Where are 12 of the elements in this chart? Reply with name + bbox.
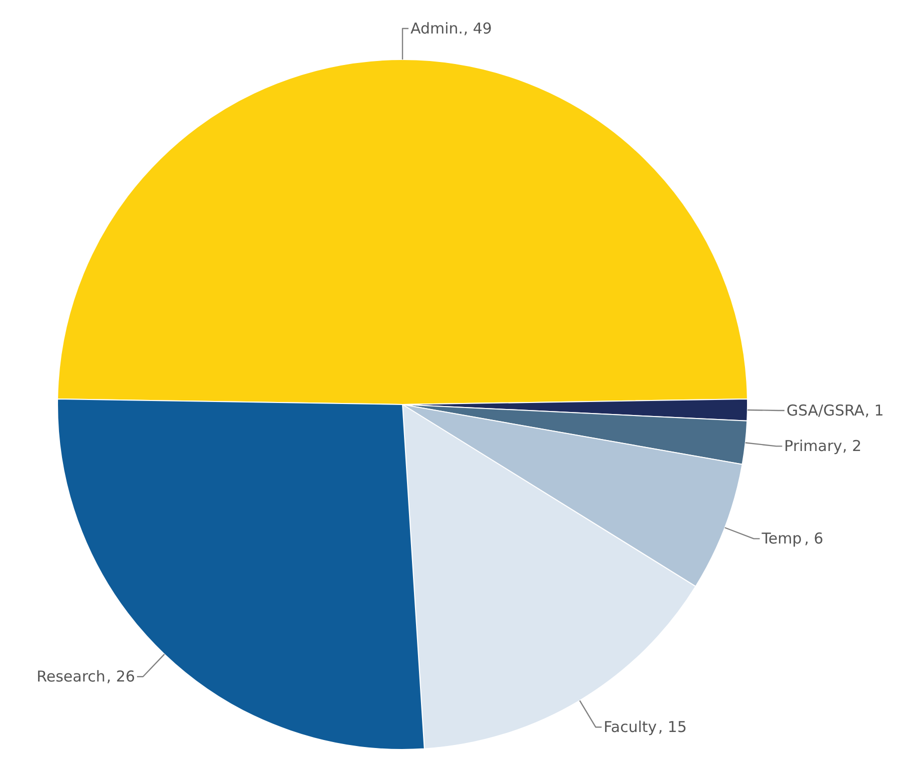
slice-label: Faculty <box>604 718 657 736</box>
slice-label: Primary <box>784 437 842 456</box>
data-label: , 1 <box>864 401 884 420</box>
slice-label: GSA/GSRA <box>786 401 866 420</box>
data-label: , 2 <box>842 437 862 456</box>
data-label: , 6 <box>804 530 824 548</box>
data-label: , 49 <box>463 20 492 38</box>
slice-label: Admin. <box>410 20 464 38</box>
slice-label: Research <box>36 668 106 686</box>
data-label: , 15 <box>658 718 687 736</box>
slice-label: Temp <box>760 530 802 548</box>
data-label: , 26 <box>106 668 136 686</box>
